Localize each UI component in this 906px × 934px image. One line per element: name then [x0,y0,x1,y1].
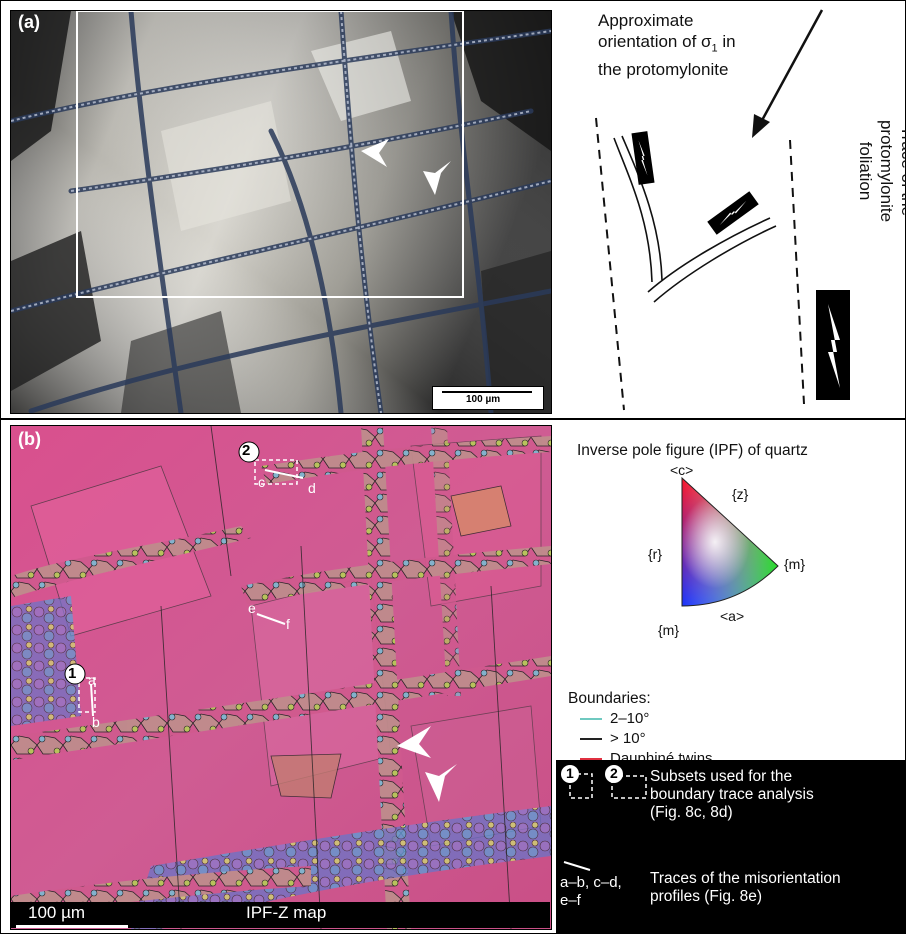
boundary-low-label: 2–10° [610,710,650,727]
scalebar-b-text: 100 µm [28,903,86,922]
subset-1-number: 1 [68,665,77,682]
map-arrowhead-2 [425,764,457,802]
profile-b-label: b [92,714,100,730]
ipf-a-label: <a> [720,608,745,624]
profile-a-label: a [88,672,96,688]
ipf-m-right-label: {m} [784,556,806,572]
scalebar-a-text: 100 µm [466,394,501,405]
boundary-high-angle: > 10° [580,730,646,747]
foliation-trace-label: Trace of the protomylonite foliation [856,119,906,223]
profile-e-label: e [248,600,256,616]
ipf-r-label: {r} [648,546,663,562]
profile-c-label: c [258,474,265,490]
map-arrowhead-1 [397,726,431,758]
legend-num-2: 2 [610,765,618,781]
micrograph-panel-a [10,10,552,414]
legend-num-1: 1 [566,765,574,781]
boundary-high-label: > 10° [610,730,646,747]
boundaries-title: Boundaries: [568,690,651,707]
schematic-diagram [595,9,850,411]
scalebar-a-line [442,391,532,393]
boundary-swatch-low [580,717,602,720]
profile-ab-line [90,683,94,717]
ipf-map-image [11,426,551,929]
profile-d-label: d [308,480,316,496]
micrograph-image [11,11,551,413]
profile-ef-line [256,613,286,625]
panel-a-label: (a) [18,12,40,32]
arrowhead-right [423,161,451,195]
panel-divider [0,418,906,420]
map-title: IPF-Z map [246,903,327,922]
subset-box-2 [254,459,298,485]
legend-box [556,760,906,934]
map-footer-bar [10,902,550,928]
sigma-arrowhead [752,114,770,138]
subset-box-1 [78,677,96,713]
ipf-m-bottom-label: {m} [658,622,680,638]
sigma-orientation-label: Approximate orientation of σ1 in the pro… [598,11,736,80]
subset-2-number: 2 [242,442,251,459]
profile-f-label: f [286,616,290,632]
inset-box [76,11,464,298]
boundary-swatch-high [580,737,602,740]
ipf-z-label: {z} [732,486,749,502]
ipf-map-panel-b [10,425,552,930]
legend-profiles-text: Traces of the misorientation profiles (F… [650,870,841,905]
ipf-c-label: <c> [670,462,694,478]
boundary-swatch-dauphine [580,757,602,760]
arrowhead-left [361,139,389,167]
scalebar-b-line [16,925,128,928]
panel-b-label: (b) [18,429,41,449]
legend-subsets-text: Subsets used for the boundary trace anal… [650,768,814,821]
legend-profile-symbol [563,861,591,871]
legend-profile-keys: a–b, c–d, e–f [560,874,622,909]
legend-subset-symbols [561,765,647,799]
ipf-legend-title: Inverse pole figure (IPF) of quartz [577,442,808,459]
scalebar-a-box [432,386,544,410]
boundary-low-angle: 2–10° [580,710,649,727]
profile-cd-line [264,469,304,479]
ipf-triangle: <c> {z} {m} {r} <a> {m} [620,462,860,638]
